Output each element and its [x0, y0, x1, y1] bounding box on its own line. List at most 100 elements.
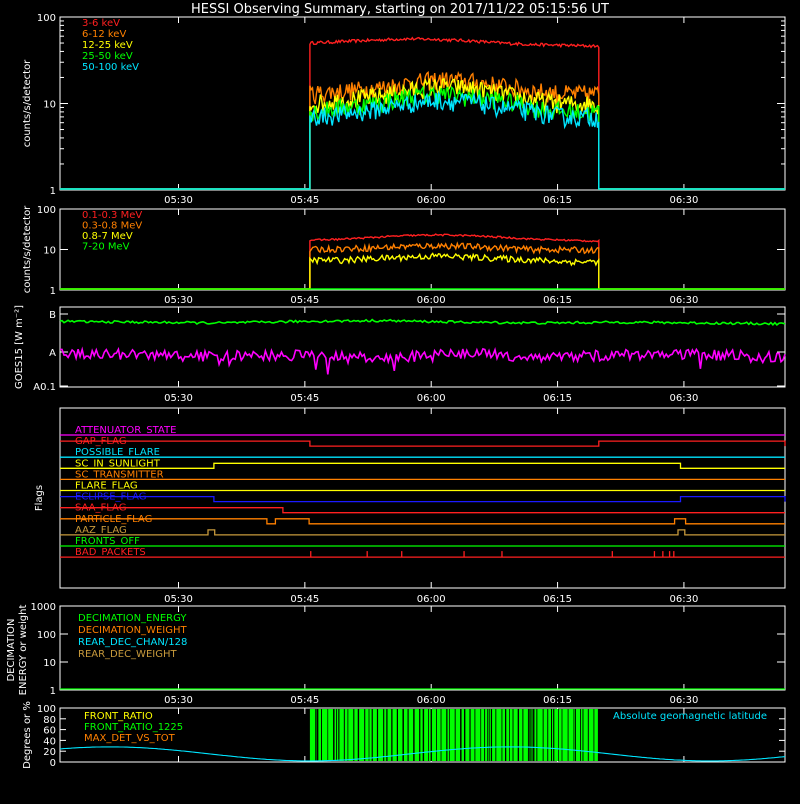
- y-tick-label: 100: [37, 205, 56, 216]
- legend-entry: REAR_DEC_WEIGHT: [78, 649, 177, 660]
- legend-entry: 0.8-7 MeV: [82, 231, 133, 242]
- time-tick-label: 05:30: [164, 295, 193, 306]
- legend-entry: DECIMATION_ENERGY: [78, 613, 187, 624]
- panel-goes-frame: [59, 306, 786, 388]
- figure-title: HESSI Observing Summary, starting on 201…: [191, 2, 609, 17]
- panel-lightcurves-low: 1 10 100 counts/s/detector 05:30 05:45 06:00 06…: [22, 13, 786, 206]
- flag-label: SC_IN_SUNLIGHT: [75, 458, 161, 469]
- flag-label: FLARE_FLAG: [75, 481, 138, 492]
- y-axis-label: Degrees or %: [22, 701, 33, 769]
- y-tick-label: B: [49, 310, 56, 321]
- flag-label: GAP_FLAG: [75, 436, 127, 447]
- flag-label: PARTICLE_FLAG: [75, 514, 152, 525]
- time-tick-label: 06:15: [543, 195, 572, 206]
- flag-line: [60, 440, 786, 447]
- y-tick-label: 1: [50, 686, 56, 697]
- time-tick-label: 06:00: [417, 695, 446, 706]
- time-tick-label: 06:00: [417, 195, 446, 206]
- y-axis-label: counts/s/detector: [22, 205, 33, 293]
- time-tick-label: 05:45: [290, 295, 319, 306]
- latitude-curve: [59, 746, 786, 762]
- y-tick-label: 80: [43, 715, 56, 726]
- y-tick-label: 10: [43, 246, 56, 257]
- flag-line: [60, 462, 785, 469]
- legend-entry: MAX_DET_VS_TOT: [84, 733, 176, 744]
- flag-label: SAA_FLAG: [75, 503, 126, 514]
- series-line: [60, 90, 785, 190]
- flag-label: SC_TRANSMITTER: [75, 469, 164, 480]
- panel-goes: B A A0.1 GOES15 [W m⁻²] 05:30 05:45 06:00 06:15…: [14, 305, 786, 404]
- y-tick-label: 100: [37, 630, 56, 641]
- time-tick-label: 06:30: [670, 393, 699, 404]
- series-line: [60, 346, 786, 375]
- legend-entry: 7-20 MeV: [82, 242, 130, 253]
- panel-decimation-frame: [59, 605, 786, 691]
- time-tick-label: 05:30: [164, 195, 193, 206]
- legend-entry: FRONT_RATIO: [84, 711, 153, 722]
- series-line: [60, 36, 785, 190]
- y-tick-label: 20: [43, 747, 56, 758]
- time-tick-label: 05:45: [290, 393, 319, 404]
- series-line: [60, 233, 785, 290]
- flag-label: ECLIPSE_FLAG: [75, 492, 146, 503]
- series-line: [60, 252, 785, 290]
- y-axis-label: Flags: [34, 485, 45, 511]
- y-tick-label: 60: [43, 726, 56, 737]
- legend-entry: 6-12 keV: [82, 29, 126, 40]
- y-tick-label: 100: [37, 13, 56, 24]
- legend-entry: 25-50 keV: [82, 51, 133, 62]
- y-tick-label: 100: [37, 704, 56, 715]
- series-line: [60, 241, 785, 290]
- y-tick-label: 0: [50, 758, 56, 769]
- flag-line: [60, 529, 785, 536]
- series-line: [60, 77, 785, 190]
- legend-entry: 12-25 keV: [82, 40, 133, 51]
- time-tick-label: 06:15: [543, 695, 572, 706]
- series-line: [60, 71, 785, 190]
- y-tick-label: 1: [50, 186, 56, 197]
- legend-entry: REAR_DEC_CHAN/128: [78, 637, 187, 648]
- y-axis-label: DECIMATION: [6, 618, 17, 681]
- y-tick-label: 10: [43, 100, 56, 111]
- y-tick-label: 1: [50, 286, 56, 297]
- time-tick-label: 06:15: [543, 295, 572, 306]
- y-axis-label: GOES15 [W m⁻²]: [14, 305, 25, 389]
- flag-label: AAZ_FLAG: [75, 525, 127, 536]
- time-tick-label: 06:00: [417, 393, 446, 404]
- flag-label: ATTENUATOR_STATE: [75, 425, 176, 436]
- panel-lightcurves-high-frame: [59, 208, 786, 291]
- flag-label: BAD_PACKETS: [75, 547, 146, 558]
- legend-entry: 3-6 keV: [82, 18, 120, 29]
- front-ratio-fill: [309, 709, 599, 761]
- legend-entry: FRONT_RATIO_1225: [84, 722, 183, 733]
- y-tick-label: A0.1: [33, 382, 56, 393]
- latitude-annotation: Absolute geomagnetic latitude: [613, 711, 767, 722]
- panel-decimation: 1 10 100 1000 DECIMATION ENERGY or weight 05:3…: [6, 602, 786, 706]
- y-axis-label: counts/s/detector: [22, 59, 33, 147]
- flag-line: [60, 507, 785, 514]
- panel-lightcurves-high: 1 10 100 counts/s/detector 05:30 05:45 06:00 06…: [22, 205, 786, 306]
- y-tick-label: 10: [43, 658, 56, 669]
- y-axis-label-2: ENERGY or weight: [18, 605, 29, 696]
- panel-flags: Flags 05:30 05:45 06:00 06:15 06:30 ATTENUATOR…: [34, 407, 786, 605]
- legend-entry: 50-100 keV: [82, 62, 139, 73]
- time-tick-label: 06:30: [670, 594, 699, 605]
- flag-label: FRONTS_OFF: [75, 536, 140, 547]
- legend-entry: 0.3-0.8 MeV: [82, 221, 142, 232]
- flag-line: [60, 495, 786, 503]
- time-tick-label: 06:15: [543, 594, 572, 605]
- legend-entry: DECIMATION_WEIGHT: [78, 625, 187, 636]
- legend-entry: 0.1-0.3 MeV: [82, 210, 142, 221]
- time-tick-label: 06:30: [670, 695, 699, 706]
- y-tick-label: A: [49, 348, 56, 359]
- time-tick-label: 06:00: [417, 594, 446, 605]
- time-tick-label: 06:30: [670, 295, 699, 306]
- flag-label: POSSIBLE_FLARE: [75, 447, 160, 458]
- time-tick-label: 05:45: [290, 594, 319, 605]
- time-tick-label: 06:30: [670, 195, 699, 206]
- time-tick-label: 05:45: [290, 695, 319, 706]
- time-tick-label: 05:30: [164, 393, 193, 404]
